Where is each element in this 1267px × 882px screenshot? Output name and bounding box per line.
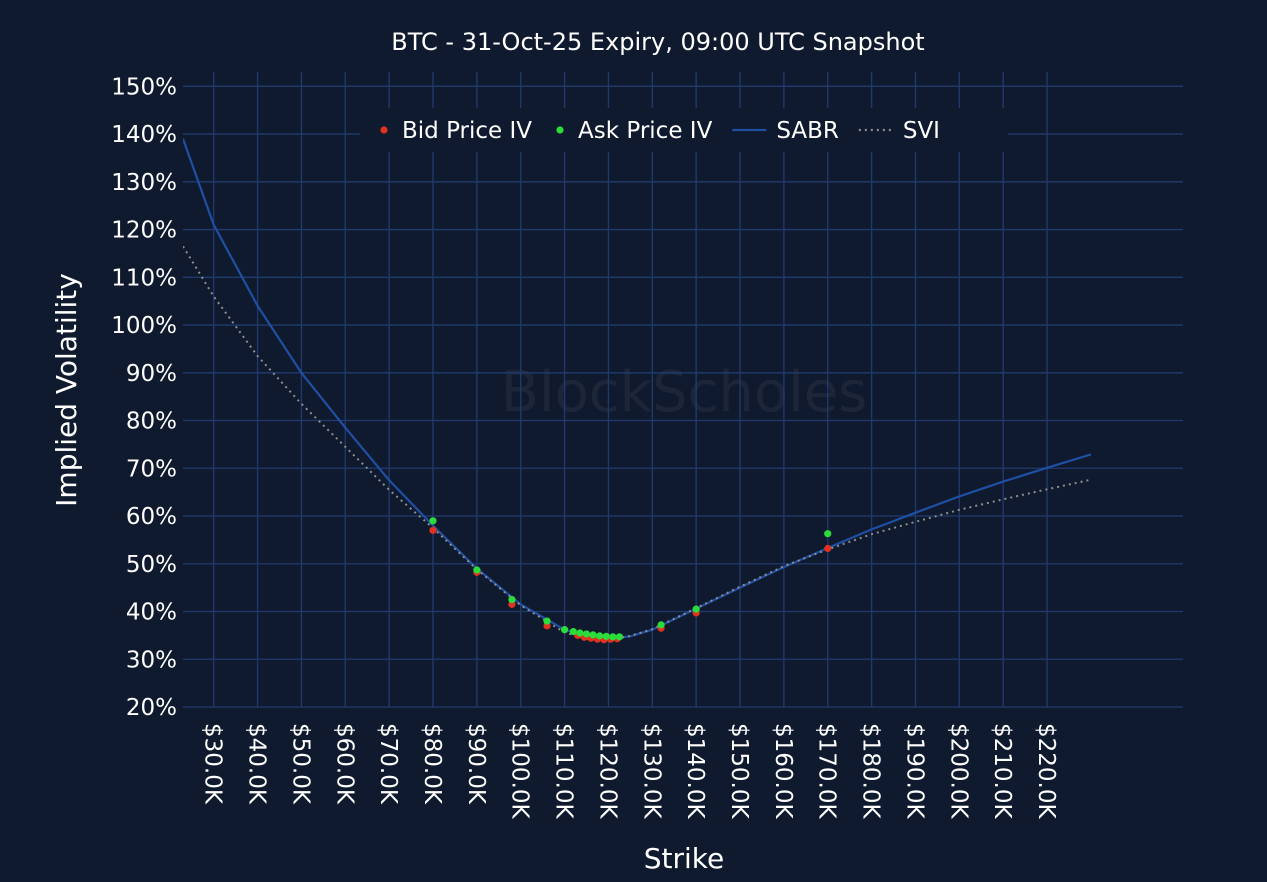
y-tick-label: 70% <box>126 456 177 482</box>
point-ask-price-iv <box>615 633 624 641</box>
x-tick-label: $110.0K <box>551 723 577 819</box>
x-tick-label: $170.0K <box>814 723 840 819</box>
point-ask-price-iv <box>609 633 617 641</box>
y-tick-label: 60% <box>126 504 177 530</box>
point-ask-price-iv <box>569 627 577 636</box>
legend: Bid Price IV Ask Price IV SABR SVI <box>360 108 1008 152</box>
legend-item-bid-price-iv: Bid Price IV <box>380 118 532 144</box>
y-tick-label: 110% <box>111 265 177 291</box>
point-ask-price-iv <box>692 605 700 613</box>
point-bid-price-iv <box>824 544 832 553</box>
x-tick-label: $180.0K <box>858 723 884 819</box>
x-tick-label: $130.0K <box>638 723 664 819</box>
x-tick-label: $90.0K <box>463 723 489 805</box>
x-tick-label: $70.0K <box>375 723 401 805</box>
y-tick-label: 20% <box>126 695 177 721</box>
point-ask-price-iv <box>576 629 584 637</box>
legend-label-bid-price-iv: Bid Price IV <box>402 118 532 144</box>
x-tick-label: $60.0K <box>331 723 357 805</box>
legend-item-sabr: SABR <box>732 118 839 144</box>
legend-swatch-bid-price-iv <box>380 126 388 134</box>
y-tick-label: 80% <box>126 409 177 435</box>
point-ask-price-iv <box>429 517 437 525</box>
y-tick-label: 100% <box>111 313 177 339</box>
y-tick-label: 130% <box>111 170 177 196</box>
x-axis-title: Strike <box>644 842 725 875</box>
y-tick-label: 50% <box>126 552 177 578</box>
legend-label-svi: SVI <box>903 118 940 144</box>
x-tick-label: $140.0K <box>682 723 708 819</box>
x-tick-labels: $30.0K $40.0K $50.0K $60.0K $70.0K $80.0K $90.… <box>200 723 1059 819</box>
y-tick-label: 30% <box>126 647 177 673</box>
y-axis-title: Implied Volatility <box>50 273 83 507</box>
y-tick-label: 40% <box>126 600 177 626</box>
point-ask-price-iv <box>602 632 610 640</box>
legend-swatch-ask-price-iv <box>556 126 564 134</box>
watermark: BlockScholes <box>501 360 868 425</box>
x-tick-label: $150.0K <box>726 723 752 819</box>
point-ask-price-iv <box>508 595 516 604</box>
x-tick-label: $50.0K <box>287 723 313 805</box>
x-tick-label: $80.0K <box>419 723 445 805</box>
series-layer <box>183 138 1092 644</box>
grid-lines <box>183 72 1183 708</box>
x-tick-label: $160.0K <box>770 723 796 819</box>
chart-title: BTC - 31-Oct-25 Expiry, 09:00 UTC Snapsh… <box>391 28 924 56</box>
y-tick-label: 150% <box>111 74 177 100</box>
y-tick-label: 120% <box>111 218 177 244</box>
legend-label-sabr: SABR <box>776 118 839 144</box>
legend-label-ask-price-iv: Ask Price IV <box>578 118 713 144</box>
point-ask-price-iv <box>596 632 604 640</box>
legend-item-ask-price-iv: Ask Price IV <box>556 118 713 144</box>
y-tick-label: 140% <box>111 122 177 148</box>
x-tick-label: $100.0K <box>507 723 533 819</box>
x-tick-label: $210.0K <box>989 723 1015 819</box>
point-ask-price-iv <box>473 566 481 574</box>
point-ask-price-iv <box>543 617 551 625</box>
x-tick-label: $190.0K <box>901 723 927 819</box>
point-ask-price-iv <box>657 621 665 629</box>
y-tick-labels: 20% 30% 40% 50% 60% 70% 80% 90% 100% 110% 120% 130%… <box>111 74 177 721</box>
point-ask-price-iv <box>560 626 569 634</box>
x-tick-label: $220.0K <box>1033 723 1059 819</box>
point-bid-price-iv <box>429 526 437 534</box>
y-tick-label: 90% <box>126 361 177 387</box>
legend-background <box>360 108 1008 152</box>
x-tick-label: $200.0K <box>945 723 971 819</box>
x-tick-label: $40.0K <box>244 723 270 805</box>
point-ask-price-iv <box>589 631 597 639</box>
point-ask-price-iv <box>824 530 832 538</box>
point-ask-price-iv <box>582 630 591 638</box>
legend-item-svi: SVI <box>858 118 940 144</box>
x-tick-label: $120.0K <box>594 723 620 819</box>
x-tick-label: $30.0K <box>200 723 226 805</box>
